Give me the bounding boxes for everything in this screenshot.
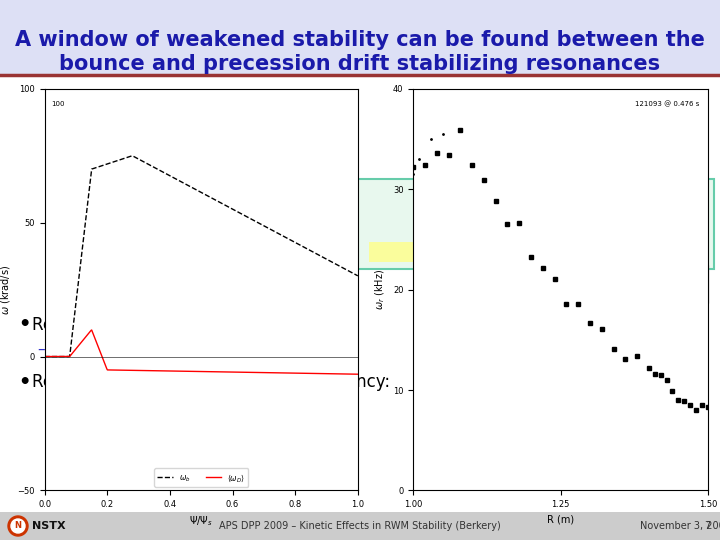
- FancyBboxPatch shape: [351, 179, 714, 269]
- $\langle\omega_D\rangle$: [297, 370, 306, 376]
- $\langle\omega_D\rangle$: [40, 353, 49, 360]
- Text: Resonance with precession drift frequency:: Resonance with precession drift frequenc…: [32, 373, 390, 391]
- Text: 121093 @ 0.476 s: 121093 @ 0.476 s: [634, 101, 699, 107]
- $\omega_b$: [189, 185, 198, 192]
- Circle shape: [8, 516, 28, 536]
- $\omega_b$: [354, 273, 362, 279]
- Text: $\omega_E \approx \langle\omega_D\rangle$: $\omega_E \approx \langle\omega_D\rangle…: [499, 375, 553, 389]
- Text: N: N: [14, 522, 22, 530]
- Text: $\omega_E = \omega_\phi - \omega_{*i}$: $\omega_E = \omega_\phi - \omega_{*i}$: [578, 276, 657, 292]
- Text: A window of weakened stability can be found between the: A window of weakened stability can be fo…: [15, 30, 705, 50]
- Text: –  l=-1 harmonic: – l=-1 harmonic: [38, 342, 164, 357]
- Text: $\delta W_K \sim \left[\frac{\omega_{*N} + (\hat{\varepsilon}-\frac{3}{2})\omega: $\delta W_K \sim \left[\frac{\omega_{*N}…: [444, 210, 621, 238]
- $\langle\omega_D\rangle$: [354, 371, 362, 377]
- $\langle\omega_D\rangle$: [189, 368, 198, 375]
- FancyBboxPatch shape: [527, 265, 708, 303]
- Text: Resonance with bounce frequency:: Resonance with bounce frequency:: [32, 316, 323, 334]
- $\langle\omega_D\rangle$: [192, 368, 200, 375]
- Text: 7: 7: [703, 521, 710, 531]
- Text: APS DPP 2009 – Kinetic Effects in RWM Stability (Berkery): APS DPP 2009 – Kinetic Effects in RWM St…: [219, 521, 501, 531]
- $\omega_b$: [228, 205, 236, 212]
- Y-axis label: $\omega$ (krad/s): $\omega$ (krad/s): [0, 265, 12, 315]
- Bar: [0, 0, 720, 75]
- X-axis label: $\Psi/\Psi_s$: $\Psi/\Psi_s$: [189, 515, 213, 529]
- Y-axis label: $\omega_r$ (kHz): $\omega_r$ (kHz): [374, 269, 387, 310]
- Text: $\omega_E \approx \omega_b$: $\omega_E \approx \omega_b$: [471, 319, 515, 331]
- $\langle\omega_D\rangle$: [210, 368, 219, 375]
- FancyBboxPatch shape: [464, 368, 588, 396]
- $\omega_b$: [40, 353, 49, 360]
- $\langle\omega_D\rangle$: [87, 327, 96, 333]
- FancyBboxPatch shape: [369, 242, 423, 262]
- $\omega_b$: [210, 197, 219, 203]
- Text: •: •: [18, 373, 30, 392]
- Text: 100: 100: [51, 101, 64, 107]
- FancyBboxPatch shape: [446, 311, 540, 339]
- Bar: [0, 512, 720, 540]
- $\langle\omega_D\rangle$: [346, 371, 355, 377]
- Text: November 3, 2009: November 3, 2009: [640, 521, 720, 531]
- Text: •: •: [18, 315, 30, 334]
- $\omega_b$: [346, 269, 355, 275]
- $\omega_b$: [192, 186, 200, 193]
- Circle shape: [11, 519, 25, 533]
- Text: bounce and precession drift stabilizing resonances: bounce and precession drift stabilizing …: [60, 54, 660, 74]
- $\omega_b$: [128, 153, 137, 159]
- FancyBboxPatch shape: [469, 242, 511, 262]
- Legend: $\omega_b$, $\langle\omega_D\rangle$: $\omega_b$, $\langle\omega_D\rangle$: [154, 469, 248, 487]
- Text: NSTX: NSTX: [32, 521, 66, 531]
- $\omega_b$: [297, 243, 306, 249]
- X-axis label: R (m): R (m): [547, 515, 574, 525]
- $\langle\omega_D\rangle$: [228, 369, 236, 375]
- Line: $\langle\omega_D\rangle$: $\langle\omega_D\rangle$: [45, 330, 358, 374]
- Line: $\omega_b$: $\omega_b$: [45, 156, 358, 356]
